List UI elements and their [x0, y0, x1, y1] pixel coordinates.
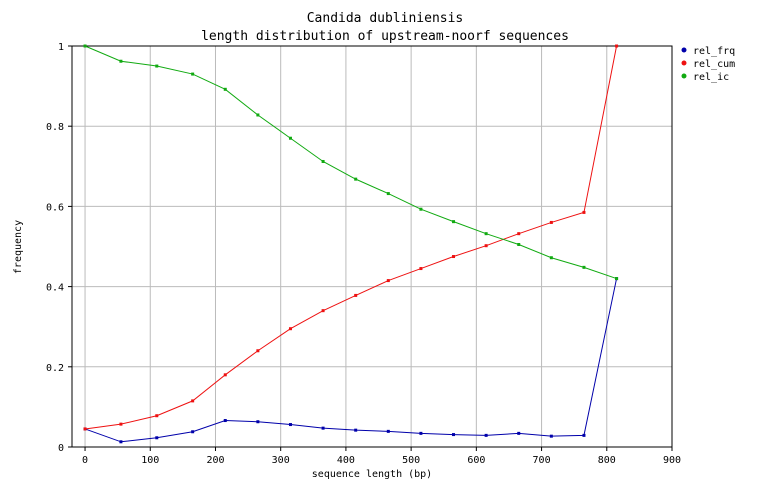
y-tick-label: 0.4 [46, 283, 64, 294]
data-point [517, 242, 521, 246]
data-point [452, 255, 456, 259]
x-tick-label: 0 [82, 455, 88, 466]
legend-marker [681, 47, 687, 53]
data-point [354, 293, 358, 297]
x-tick-label: 200 [206, 455, 224, 466]
x-tick-label: 600 [467, 455, 485, 466]
data-point [452, 220, 456, 224]
data-point [386, 429, 390, 433]
data-point [582, 210, 586, 214]
data-point [223, 87, 227, 91]
legend-label: rel_frq [693, 46, 735, 57]
legend-label: rel_ic [693, 72, 729, 83]
legend-marker [681, 73, 687, 79]
data-point [256, 349, 260, 353]
y-tick-label: 0.6 [46, 202, 64, 213]
data-point [582, 265, 586, 269]
x-tick-label: 500 [402, 455, 420, 466]
data-point [484, 433, 488, 437]
data-point [549, 220, 553, 224]
data-point [452, 433, 456, 437]
legend-marker [681, 60, 687, 66]
data-point [354, 177, 358, 181]
data-point [191, 72, 195, 76]
data-point [419, 267, 423, 271]
data-point [83, 44, 87, 48]
series-line [84, 278, 618, 443]
data-point [517, 431, 521, 435]
data-point [191, 399, 195, 403]
x-tick-label: 300 [272, 455, 290, 466]
x-tick-label: 700 [533, 455, 551, 466]
data-point [119, 440, 123, 444]
data-point [155, 64, 159, 68]
data-point [223, 373, 227, 377]
data-point [386, 279, 390, 283]
data-point [155, 414, 159, 418]
data-point [288, 327, 292, 331]
data-point [615, 44, 619, 48]
legend-label: rel_cum [693, 59, 735, 70]
data-point [549, 434, 553, 438]
data-point [549, 256, 553, 260]
x-axis-label: sequence length (bp) [312, 469, 432, 480]
x-tick-label: 400 [337, 455, 355, 466]
data-point [354, 428, 358, 432]
data-point [321, 159, 325, 163]
y-tick-label: 0.8 [46, 122, 64, 133]
data-point [223, 419, 227, 423]
data-point [386, 192, 390, 196]
y-axis-label: frequency [13, 220, 24, 274]
grid [72, 45, 673, 448]
series-line [84, 45, 618, 430]
chart-subtitle: length distribution of upstream-noorf se… [201, 29, 569, 44]
y-tick-label: 1 [58, 42, 64, 53]
x-tick-label: 100 [141, 455, 159, 466]
data-point [191, 430, 195, 434]
y-tick-label: 0 [58, 443, 64, 454]
chart-title: Candida dubliniensis [307, 11, 464, 26]
legend: rel_frq rel_cum rel_ic [681, 46, 735, 83]
data-point [321, 309, 325, 313]
axis-ticks: 0 100 200 300 400 500 600 700 800 900 0 0.2 0.4 0.6 0.… [46, 42, 681, 466]
data-point [83, 427, 87, 431]
x-tick-label: 800 [598, 455, 616, 466]
data-point [419, 431, 423, 435]
data-point [517, 232, 521, 236]
series-rel-cum [83, 44, 619, 431]
data-point [615, 277, 619, 281]
data-point [419, 207, 423, 211]
data-point [582, 433, 586, 437]
series-line [84, 45, 617, 280]
y-tick-label: 0.2 [46, 363, 64, 374]
data-point [321, 426, 325, 430]
data-point [256, 113, 260, 117]
series-rel-frq [83, 277, 619, 444]
data-point [155, 436, 159, 440]
data-point [288, 423, 292, 427]
series-rel-ic [83, 44, 619, 281]
data-point [484, 232, 488, 236]
data-point [119, 422, 123, 426]
data-point [256, 420, 260, 424]
series-layer [83, 44, 619, 444]
data-point [484, 244, 488, 248]
data-point [288, 136, 292, 140]
data-point [119, 59, 123, 63]
x-tick-label: 900 [663, 455, 681, 466]
plot-frame [71, 45, 673, 448]
